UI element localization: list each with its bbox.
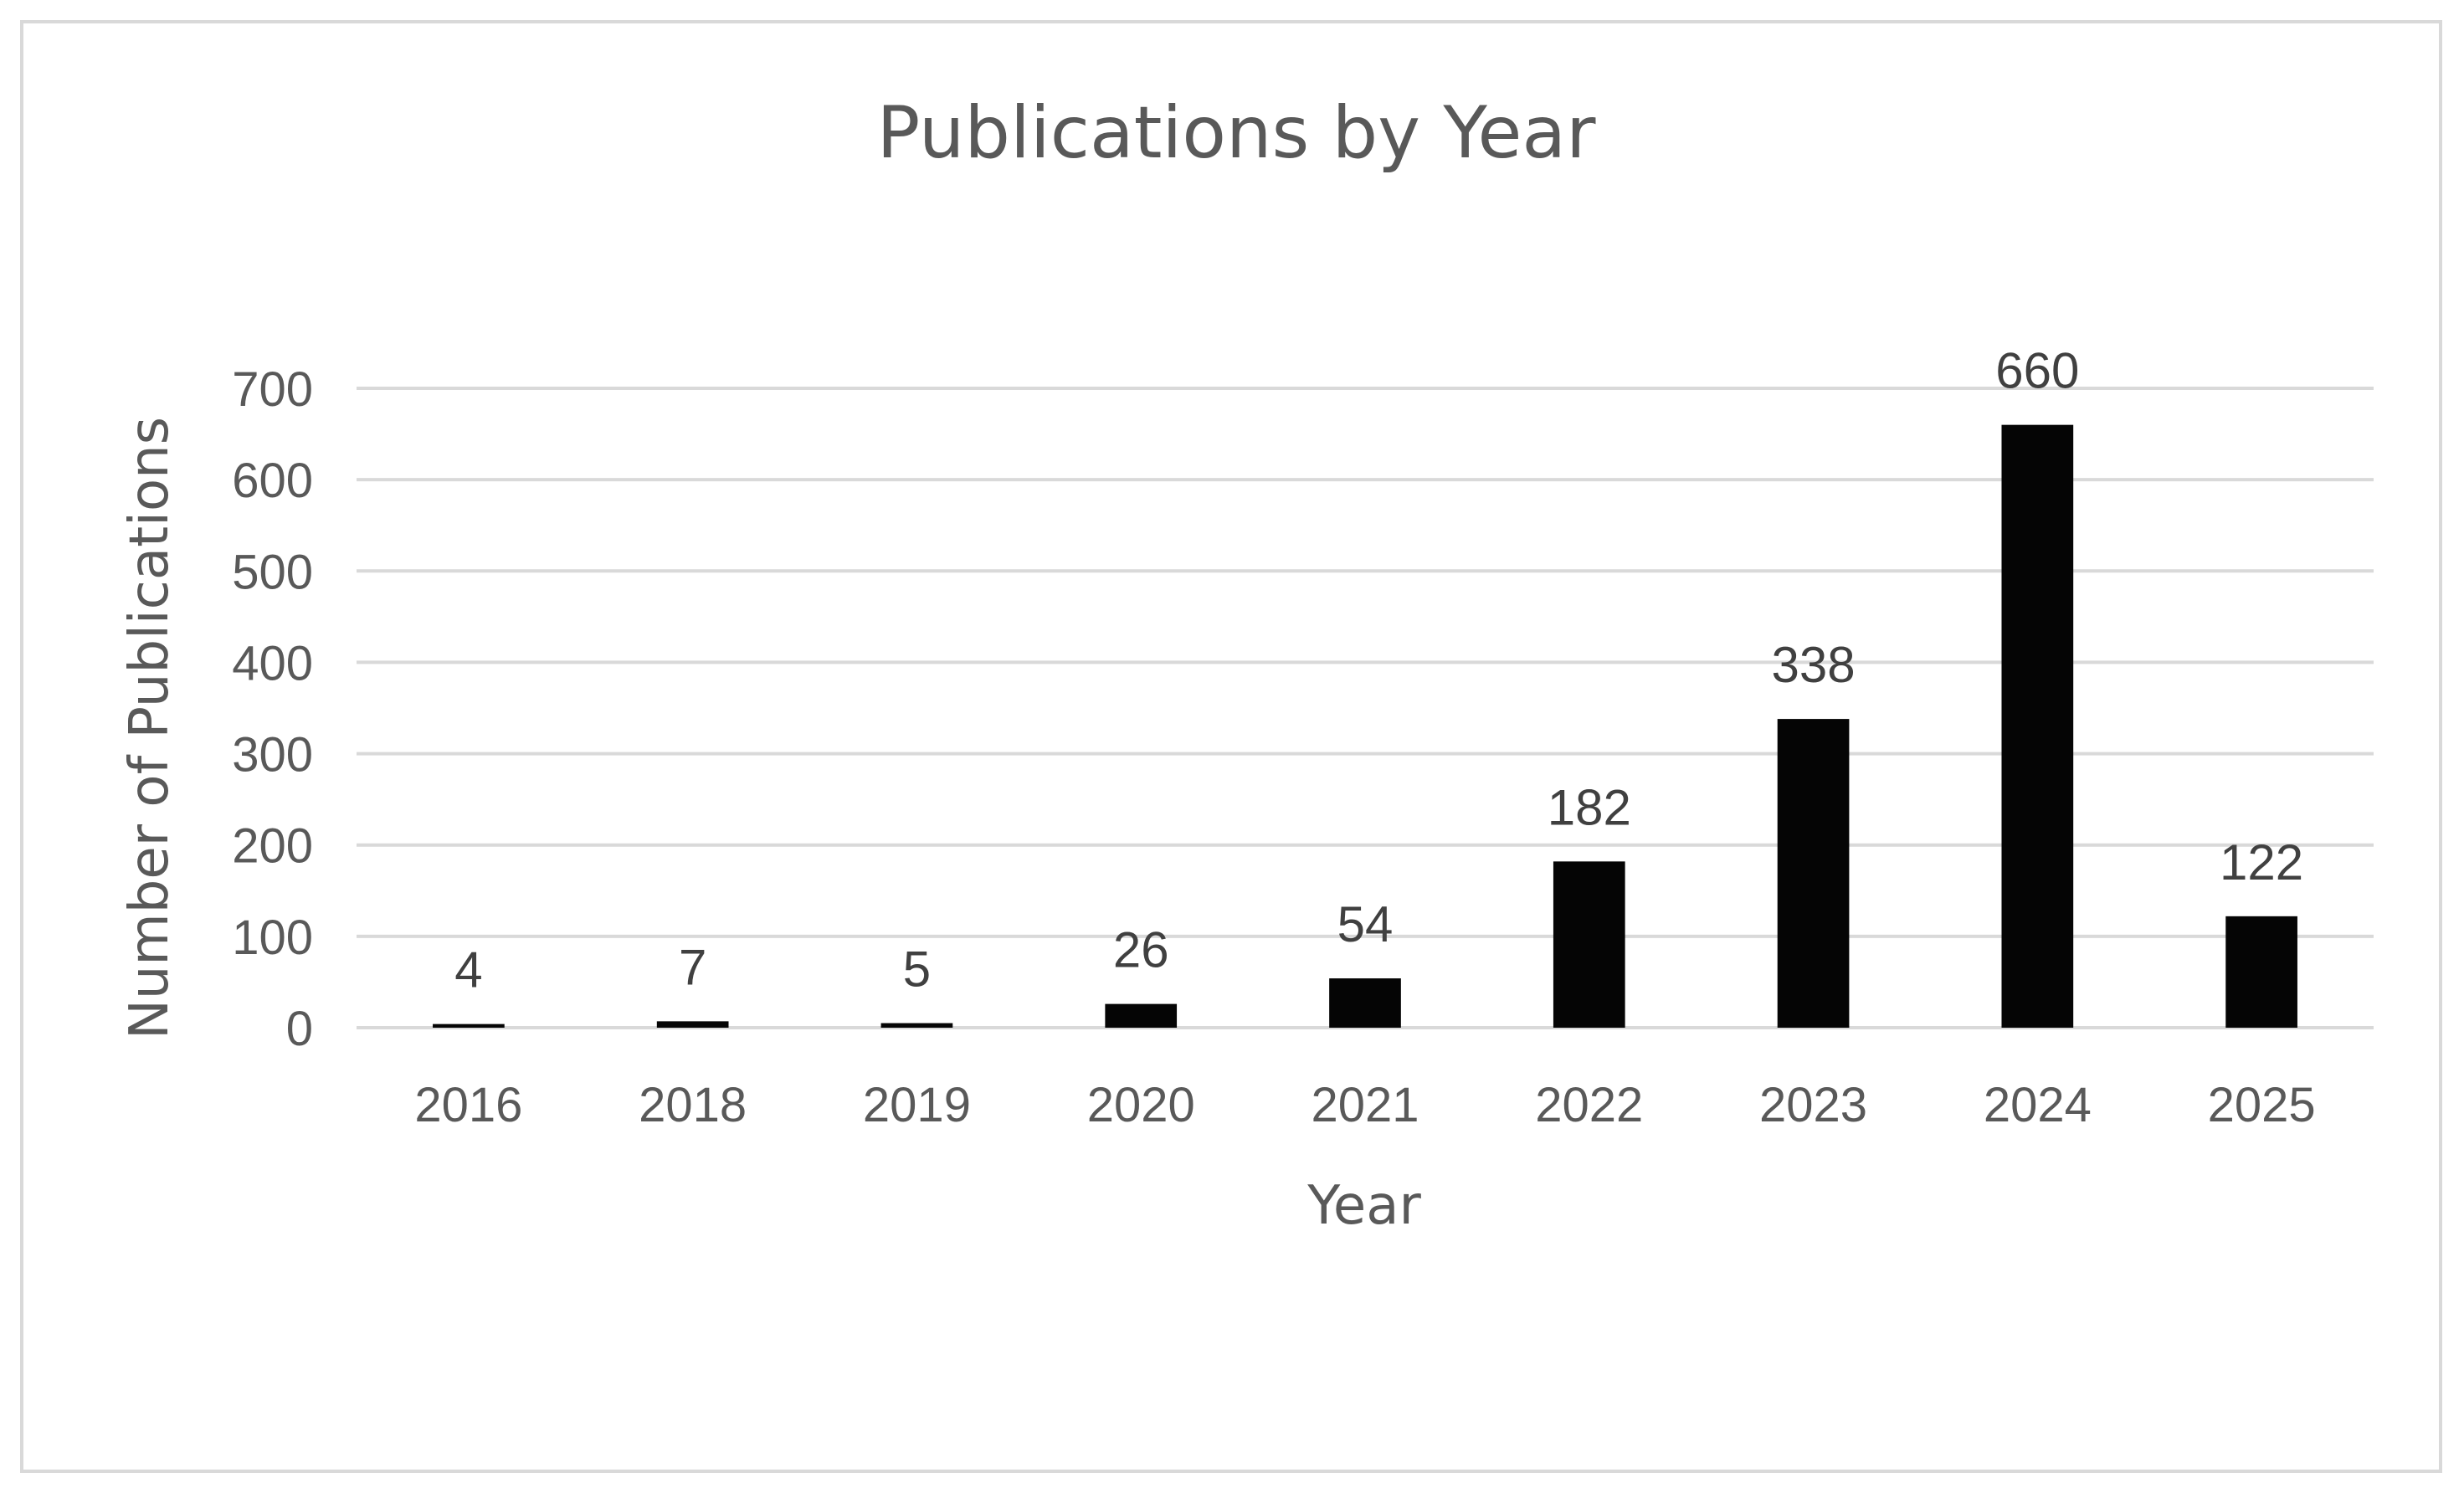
bar-2023	[1777, 719, 1850, 1028]
y-tick-label: 700	[232, 362, 313, 417]
y-tick-label: 400	[232, 636, 313, 690]
bar-2024	[2001, 424, 2074, 1029]
x-tick-label-2025: 2025	[2208, 1078, 2316, 1132]
x-tick-label-2019: 2019	[863, 1078, 971, 1132]
x-axis-title: Year	[1306, 1175, 1421, 1237]
y-tick-label: 200	[232, 819, 313, 874]
x-tick-label-2018: 2018	[639, 1078, 747, 1132]
bar-2020	[1105, 1003, 1178, 1028]
bar-2022	[1553, 861, 1625, 1028]
x-axis-ticks: 2016 2018 2019 2020 2021 2022 2023 2024 2025	[414, 1078, 2315, 1132]
y-tick-label: 300	[232, 728, 313, 782]
bar-2016	[433, 1024, 505, 1028]
y-tick-label: 500	[232, 545, 313, 599]
data-label-2019: 5	[903, 941, 931, 998]
bars	[433, 424, 2297, 1029]
x-tick-label-2020: 2020	[1087, 1078, 1195, 1132]
x-tick-label-2022: 2022	[1535, 1078, 1643, 1132]
bar-2025	[2225, 916, 2297, 1028]
bar-2019	[880, 1023, 953, 1028]
y-tick-label: 0	[286, 1002, 313, 1056]
data-label-2016: 4	[454, 942, 482, 998]
x-tick-label-2016: 2016	[414, 1078, 522, 1132]
y-axis-title: Number of Publications	[119, 417, 181, 1039]
data-label-2025: 122	[2220, 834, 2303, 890]
x-tick-label-2024: 2024	[1984, 1078, 2092, 1132]
y-axis-ticks: 0 100 200 300 400 500 600 700	[232, 362, 313, 1056]
x-tick-label-2021: 2021	[1311, 1078, 1419, 1132]
data-label-2020: 26	[1113, 922, 1169, 978]
bar-2018	[656, 1021, 729, 1028]
data-label-2024: 660	[1995, 343, 2079, 399]
data-labels: 4 7 5 26 54 182 338 660 122	[454, 343, 2303, 998]
data-label-2023: 338	[1772, 637, 1856, 693]
data-label-2018: 7	[679, 939, 706, 995]
y-tick-label: 100	[232, 911, 313, 965]
data-label-2021: 54	[1337, 896, 1394, 952]
x-tick-label-2023: 2023	[1759, 1078, 1867, 1132]
y-tick-label: 600	[232, 454, 313, 508]
data-label-2022: 182	[1548, 779, 1631, 835]
chart-title: Publications by Year	[877, 91, 1597, 175]
bar-2021	[1329, 978, 1401, 1028]
